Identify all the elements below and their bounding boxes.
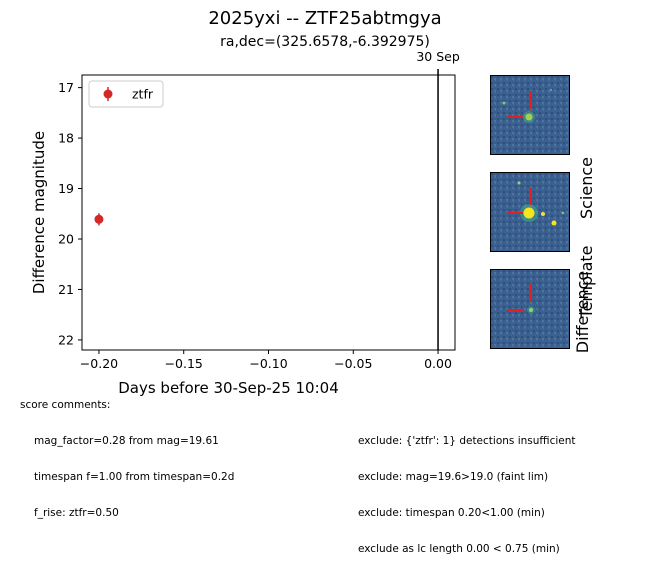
x-tick-label: 0.00 (424, 356, 452, 371)
score-line: timespan f=1.00 from timespan=0.2d (34, 471, 235, 483)
difference-stamp (490, 269, 570, 349)
data-point (94, 214, 104, 224)
x-tick-label: −0.15 (165, 356, 203, 371)
y-tick-label: 19 (58, 181, 74, 196)
x-tick-label: −0.20 (80, 356, 118, 371)
y-axis-label: Difference magnitude (30, 131, 48, 294)
x-tick-label: −0.05 (334, 356, 372, 371)
chart-subtitle: ra,dec=(325.6578,-6.392975) (220, 34, 430, 50)
difference-label: Difference (573, 271, 592, 353)
score-comments-title: score comments: (20, 399, 111, 411)
x-axis-label: Days before 30-Sep-25 10:04 (118, 379, 339, 397)
y-tick-label: 20 (58, 231, 74, 246)
exclude-line: exclude: {'ztfr': 1} detections insuffic… (358, 435, 576, 447)
score-line: f_rise: ztfr=0.50 (34, 507, 119, 519)
exclude-line: exclude: mag=19.6>19.0 (faint lim) (358, 471, 549, 483)
science-stamp (490, 75, 570, 155)
difference-stamp-image (491, 270, 569, 348)
y-tick-label: 22 (58, 332, 74, 347)
x-tick-label: −0.10 (249, 356, 287, 371)
score-comments: mag_factor=0.28 from mag=19.61 timespan … (34, 411, 234, 531)
y-tick-label: 18 (58, 131, 74, 146)
stamp-labels: Science Template Difference (573, 157, 596, 353)
science-stamp-image (491, 76, 569, 154)
exclude-comments: exclude: {'ztfr': 1} detections insuffic… (358, 411, 576, 567)
legend-marker (103, 89, 113, 99)
score-line: mag_factor=0.28 from mag=19.61 (34, 435, 219, 447)
template-label: Template (577, 245, 596, 319)
date-marker-label: 30 Sep (416, 49, 460, 64)
exclude-line: exclude: timespan 0.20<1.00 (min) (358, 507, 545, 519)
science-label: Science (577, 157, 596, 219)
template-stamp-image (491, 173, 569, 251)
plot-frame (81, 74, 456, 351)
light-curve-chart: −0.20 −0.15 −0.10 −0.05 0.00 17 18 19 20 21 22 Days… (30, 49, 460, 397)
exclude-line: exclude as lc length 0.00 < 0.75 (min) (358, 543, 560, 555)
legend-label: ztfr (132, 87, 154, 102)
template-stamp (490, 172, 570, 252)
chart-title: 2025yxi -- ZTF25abtmgya (208, 8, 442, 29)
y-tick-label: 17 (58, 80, 74, 95)
y-tick-label: 21 (58, 282, 74, 297)
